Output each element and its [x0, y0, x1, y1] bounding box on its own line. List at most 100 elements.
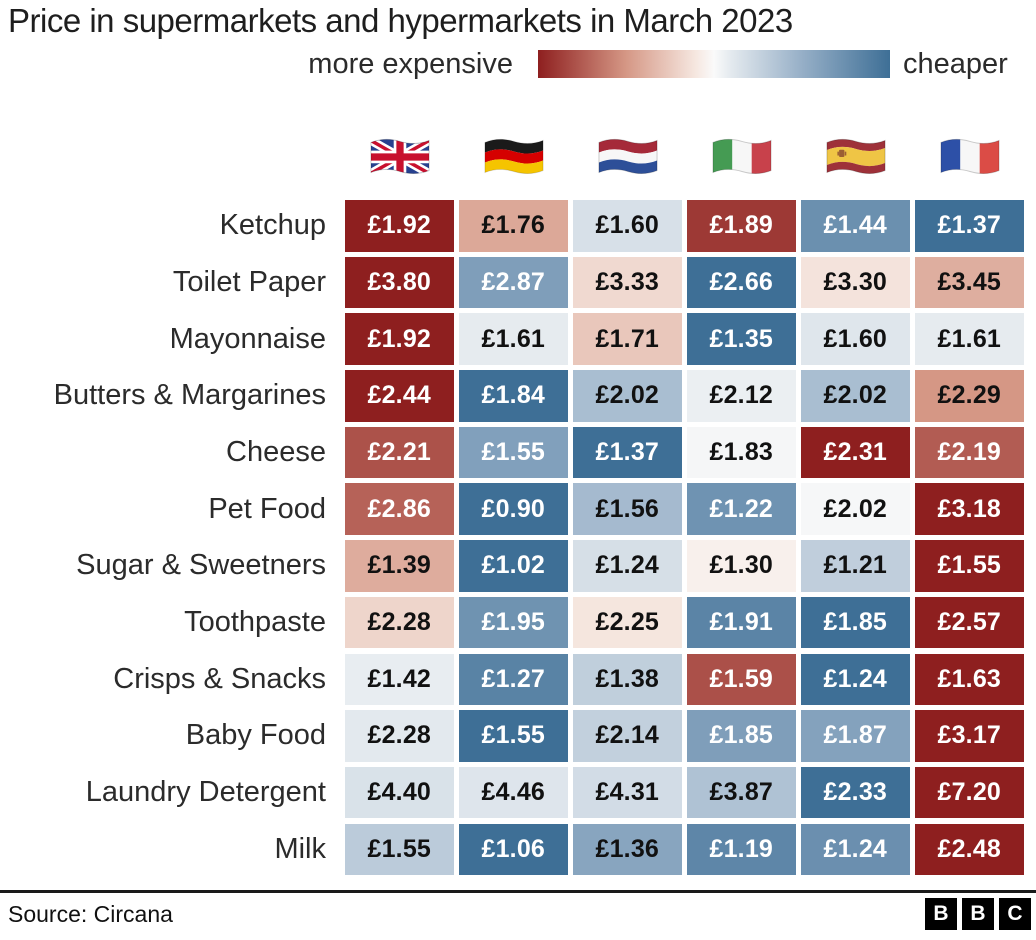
- price-cell: £2.33: [800, 766, 910, 819]
- row-label: Toilet Paper: [172, 265, 326, 298]
- price-cell: £1.55: [344, 823, 454, 876]
- price-cell: £2.29: [914, 370, 1024, 422]
- price-cell: £1.84: [458, 370, 568, 422]
- price-cell: £1.91: [686, 596, 796, 649]
- price-cell: £2.31: [800, 426, 910, 479]
- row-label: Crisps & Snacks: [113, 662, 326, 695]
- price-cell: £2.12: [686, 370, 796, 422]
- color-scale-gradient: [538, 50, 890, 78]
- price-cell: £1.24: [800, 823, 910, 876]
- heatmap-grid: Ketchup £1.92 £1.76 £1.60 £1.89 £1.44 £1.37 Toi…: [0, 200, 1024, 876]
- price-cell: £2.02: [572, 370, 682, 422]
- price-cell: £1.60: [800, 313, 910, 365]
- flag-header-row: [345, 128, 1025, 184]
- price-cell: £1.92: [344, 313, 454, 365]
- price-cell: £3.17: [914, 710, 1024, 762]
- row-label: Ketchup: [219, 209, 326, 242]
- price-cell: £3.18: [914, 483, 1024, 536]
- price-cell: £2.44: [344, 370, 454, 422]
- price-cell: £2.57: [914, 596, 1024, 649]
- row-label: Pet Food: [208, 492, 326, 525]
- page-title: Price in supermarkets and hypermarkets i…: [8, 2, 793, 39]
- price-cell: £1.35: [686, 313, 796, 365]
- footer-divider: [0, 890, 1036, 893]
- price-cell: £2.28: [344, 596, 454, 649]
- price-cell: £0.90: [458, 483, 568, 536]
- price-cell: £1.38: [572, 653, 682, 706]
- price-cell: £1.24: [800, 653, 910, 706]
- price-cell: £1.27: [458, 653, 568, 706]
- price-cell: £3.45: [914, 256, 1024, 309]
- bbc-logo-letter: C: [999, 898, 1031, 930]
- price-cell: £2.86: [344, 483, 454, 536]
- legend-label-cheaper: cheaper: [903, 48, 1008, 80]
- price-cell: £1.55: [458, 710, 568, 762]
- price-cell: £2.19: [914, 426, 1024, 479]
- price-cell: £1.60: [572, 200, 682, 252]
- price-cell: £1.42: [344, 653, 454, 706]
- price-cell: £2.02: [800, 483, 910, 536]
- price-cell: £1.44: [800, 200, 910, 252]
- source-caption: Source: Circana: [8, 901, 173, 927]
- flag-icon-italy: [687, 128, 797, 184]
- flag-icon-united-kingdom: [345, 128, 455, 184]
- row-label: Toothpaste: [184, 606, 326, 639]
- price-cell: £1.71: [572, 313, 682, 365]
- price-cell: £2.25: [572, 596, 682, 649]
- row-label: Butters & Margarines: [53, 379, 326, 412]
- bbc-logo-letter: B: [962, 898, 994, 930]
- row-label: Laundry Detergent: [85, 776, 326, 809]
- row-label: Sugar & Sweetners: [76, 549, 326, 582]
- price-cell: £1.92: [344, 200, 454, 252]
- price-cell: £2.48: [914, 823, 1024, 876]
- price-cell: £1.39: [344, 540, 454, 592]
- price-cell: £2.14: [572, 710, 682, 762]
- price-cell: £1.61: [458, 313, 568, 365]
- price-cell: £1.56: [572, 483, 682, 536]
- price-cell: £3.30: [800, 256, 910, 309]
- price-cell: £1.87: [800, 710, 910, 762]
- price-cell: £1.37: [572, 426, 682, 479]
- price-cell: £2.87: [458, 256, 568, 309]
- bbc-logo-letter: B: [925, 898, 957, 930]
- price-cell: £1.24: [572, 540, 682, 592]
- price-cell: £1.85: [686, 710, 796, 762]
- price-cell: £3.33: [572, 256, 682, 309]
- price-cell: £1.55: [914, 540, 1024, 592]
- price-cell: £1.36: [572, 823, 682, 876]
- price-cell: £1.76: [458, 200, 568, 252]
- row-label: Cheese: [226, 436, 326, 469]
- price-cell: £4.31: [572, 766, 682, 819]
- price-cell: £1.21: [800, 540, 910, 592]
- flag-icon-spain: [801, 128, 911, 184]
- flag-icon-germany: [459, 128, 569, 184]
- price-cell: £3.80: [344, 256, 454, 309]
- price-cell: £1.55: [458, 426, 568, 479]
- price-cell: £1.63: [914, 653, 1024, 706]
- price-cell: £1.89: [686, 200, 796, 252]
- flag-icon-netherlands: [573, 128, 683, 184]
- price-cell: £1.22: [686, 483, 796, 536]
- price-cell: £1.95: [458, 596, 568, 649]
- flag-icon-france: [915, 128, 1025, 184]
- price-cell: £1.37: [914, 200, 1024, 252]
- legend-label-expensive: more expensive: [308, 48, 513, 80]
- row-label: Mayonnaise: [169, 322, 326, 355]
- row-label: Baby Food: [185, 719, 326, 752]
- price-cell: £2.28: [344, 710, 454, 762]
- bbc-logo: B B C: [925, 898, 1031, 930]
- price-cell: £2.21: [344, 426, 454, 479]
- price-cell: £1.83: [686, 426, 796, 479]
- price-cell: £1.61: [914, 313, 1024, 365]
- price-cell: £1.59: [686, 653, 796, 706]
- price-cell: £2.66: [686, 256, 796, 309]
- price-cell: £7.20: [914, 766, 1024, 819]
- price-cell: £2.02: [800, 370, 910, 422]
- row-label: Milk: [274, 832, 326, 865]
- price-cell: £4.46: [458, 766, 568, 819]
- price-cell: £1.19: [686, 823, 796, 876]
- price-cell: £1.30: [686, 540, 796, 592]
- price-cell: £4.40: [344, 766, 454, 819]
- price-cell: £3.87: [686, 766, 796, 819]
